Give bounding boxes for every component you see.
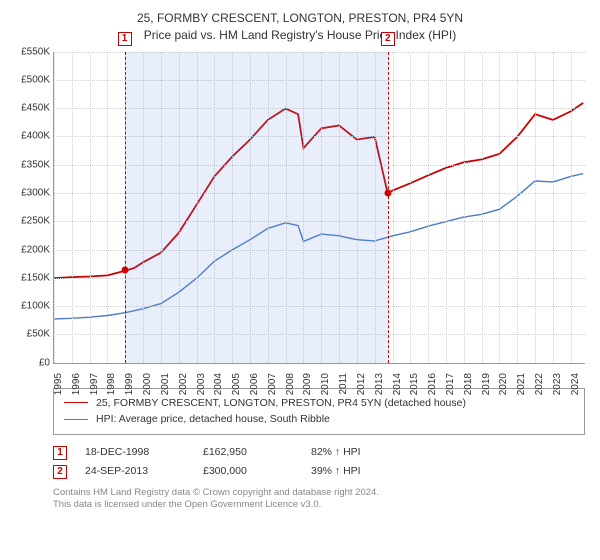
chart-title-block: 25, FORMBY CRESCENT, LONGTON, PRESTON, P… xyxy=(15,10,585,44)
x-tick-label: 2013 xyxy=(374,373,385,395)
x-tick-label: 2006 xyxy=(249,373,260,395)
x-tick-label: 2017 xyxy=(445,373,456,395)
y-tick-label: £400K xyxy=(10,131,50,142)
x-gridline xyxy=(464,52,465,363)
sales-table: 1 18-DEC-1998 £162,950 82% ↑ HPI 2 24-SEP-201… xyxy=(53,443,585,481)
legend-swatch-hpi xyxy=(64,419,88,420)
x-gridline xyxy=(553,52,554,363)
x-gridline xyxy=(393,52,394,363)
sale-marker-box: 2 xyxy=(381,32,395,46)
x-gridline xyxy=(72,52,73,363)
x-gridline xyxy=(90,52,91,363)
footer-attribution: Contains HM Land Registry data © Crown c… xyxy=(53,487,585,512)
sale-row-marker: 2 xyxy=(53,465,67,479)
sale-marker-line xyxy=(125,52,126,363)
sale-row: 2 24-SEP-2013 £300,000 39% ↑ HPI xyxy=(53,462,585,481)
x-gridline xyxy=(571,52,572,363)
y-tick-label: £500K xyxy=(10,74,50,85)
y-tick-label: £150K xyxy=(10,272,50,283)
legend-label-price: 25, FORMBY CRESCENT, LONGTON, PRESTON, P… xyxy=(96,395,466,412)
x-tick-label: 2004 xyxy=(213,373,224,395)
x-tick-label: 2019 xyxy=(481,373,492,395)
x-gridline xyxy=(410,52,411,363)
x-gridline xyxy=(517,52,518,363)
sale-marker-dot xyxy=(384,189,391,196)
x-gridline xyxy=(107,52,108,363)
x-tick-label: 2014 xyxy=(392,373,403,395)
x-tick-label: 1998 xyxy=(106,373,117,395)
x-gridline xyxy=(54,52,55,363)
x-tick-label: 2023 xyxy=(552,373,563,395)
sale-row-pct: 82% ↑ HPI xyxy=(311,443,421,462)
x-tick-label: 1999 xyxy=(124,373,135,395)
x-tick-label: 2022 xyxy=(534,373,545,395)
legend-label-hpi: HPI: Average price, detached house, Sout… xyxy=(96,411,330,428)
x-tick-label: 2018 xyxy=(463,373,474,395)
x-tick-label: 1995 xyxy=(53,373,64,395)
x-tick-label: 2011 xyxy=(338,373,349,395)
sale-row-pct: 39% ↑ HPI xyxy=(311,462,421,481)
sale-row: 1 18-DEC-1998 £162,950 82% ↑ HPI xyxy=(53,443,585,462)
footer-line-1: Contains HM Land Registry data © Crown c… xyxy=(53,487,585,499)
legend-swatch-price xyxy=(64,402,88,403)
x-gridline xyxy=(535,52,536,363)
x-gridline xyxy=(428,52,429,363)
y-tick-label: £100K xyxy=(10,301,50,312)
x-tick-label: 2016 xyxy=(427,373,438,395)
sales-period-shade xyxy=(125,52,388,363)
x-tick-label: 2005 xyxy=(231,373,242,395)
sale-row-price: £300,000 xyxy=(203,462,293,481)
x-tick-label: 2007 xyxy=(267,373,278,395)
sale-row-price: £162,950 xyxy=(203,443,293,462)
x-tick-label: 2000 xyxy=(142,373,153,395)
sale-marker-line xyxy=(388,52,389,363)
y-tick-label: £200K xyxy=(10,244,50,255)
sale-row-date: 18-DEC-1998 xyxy=(85,443,185,462)
x-tick-label: 1996 xyxy=(71,373,82,395)
sale-marker-dot xyxy=(121,267,128,274)
x-tick-label: 2009 xyxy=(302,373,313,395)
x-tick-label: 2010 xyxy=(320,373,331,395)
sale-marker-box: 1 xyxy=(118,32,132,46)
title-line-2: Price paid vs. HM Land Registry's House … xyxy=(15,27,585,44)
y-tick-label: £50K xyxy=(10,329,50,340)
y-tick-label: £550K xyxy=(10,46,50,57)
y-tick-label: £250K xyxy=(10,216,50,227)
x-tick-label: 2015 xyxy=(409,373,420,395)
y-tick-label: £350K xyxy=(10,159,50,170)
x-tick-label: 2008 xyxy=(285,373,296,395)
title-line-1: 25, FORMBY CRESCENT, LONGTON, PRESTON, P… xyxy=(15,10,585,27)
x-tick-label: 1997 xyxy=(89,373,100,395)
x-tick-label: 2024 xyxy=(570,373,581,395)
x-gridline xyxy=(499,52,500,363)
footer-line-2: This data is licensed under the Open Gov… xyxy=(53,499,585,511)
x-tick-label: 2001 xyxy=(160,373,171,395)
x-tick-label: 2003 xyxy=(196,373,207,395)
x-gridline xyxy=(482,52,483,363)
y-tick-label: £0 xyxy=(10,357,50,368)
sale-row-date: 24-SEP-2013 xyxy=(85,462,185,481)
x-tick-label: 2021 xyxy=(516,373,527,395)
y-tick-label: £300K xyxy=(10,187,50,198)
x-tick-label: 2012 xyxy=(356,373,367,395)
plot-area: £0£50K£100K£150K£200K£250K£300K£350K£400… xyxy=(53,52,585,364)
x-tick-label: 2020 xyxy=(498,373,509,395)
chart-container: £0£50K£100K£150K£200K£250K£300K£350K£400… xyxy=(53,52,585,382)
legend-row-price: 25, FORMBY CRESCENT, LONGTON, PRESTON, P… xyxy=(64,395,574,412)
x-gridline xyxy=(446,52,447,363)
x-tick-label: 2002 xyxy=(178,373,189,395)
sale-row-marker: 1 xyxy=(53,446,67,460)
legend-row-hpi: HPI: Average price, detached house, Sout… xyxy=(64,411,574,428)
y-tick-label: £450K xyxy=(10,103,50,114)
